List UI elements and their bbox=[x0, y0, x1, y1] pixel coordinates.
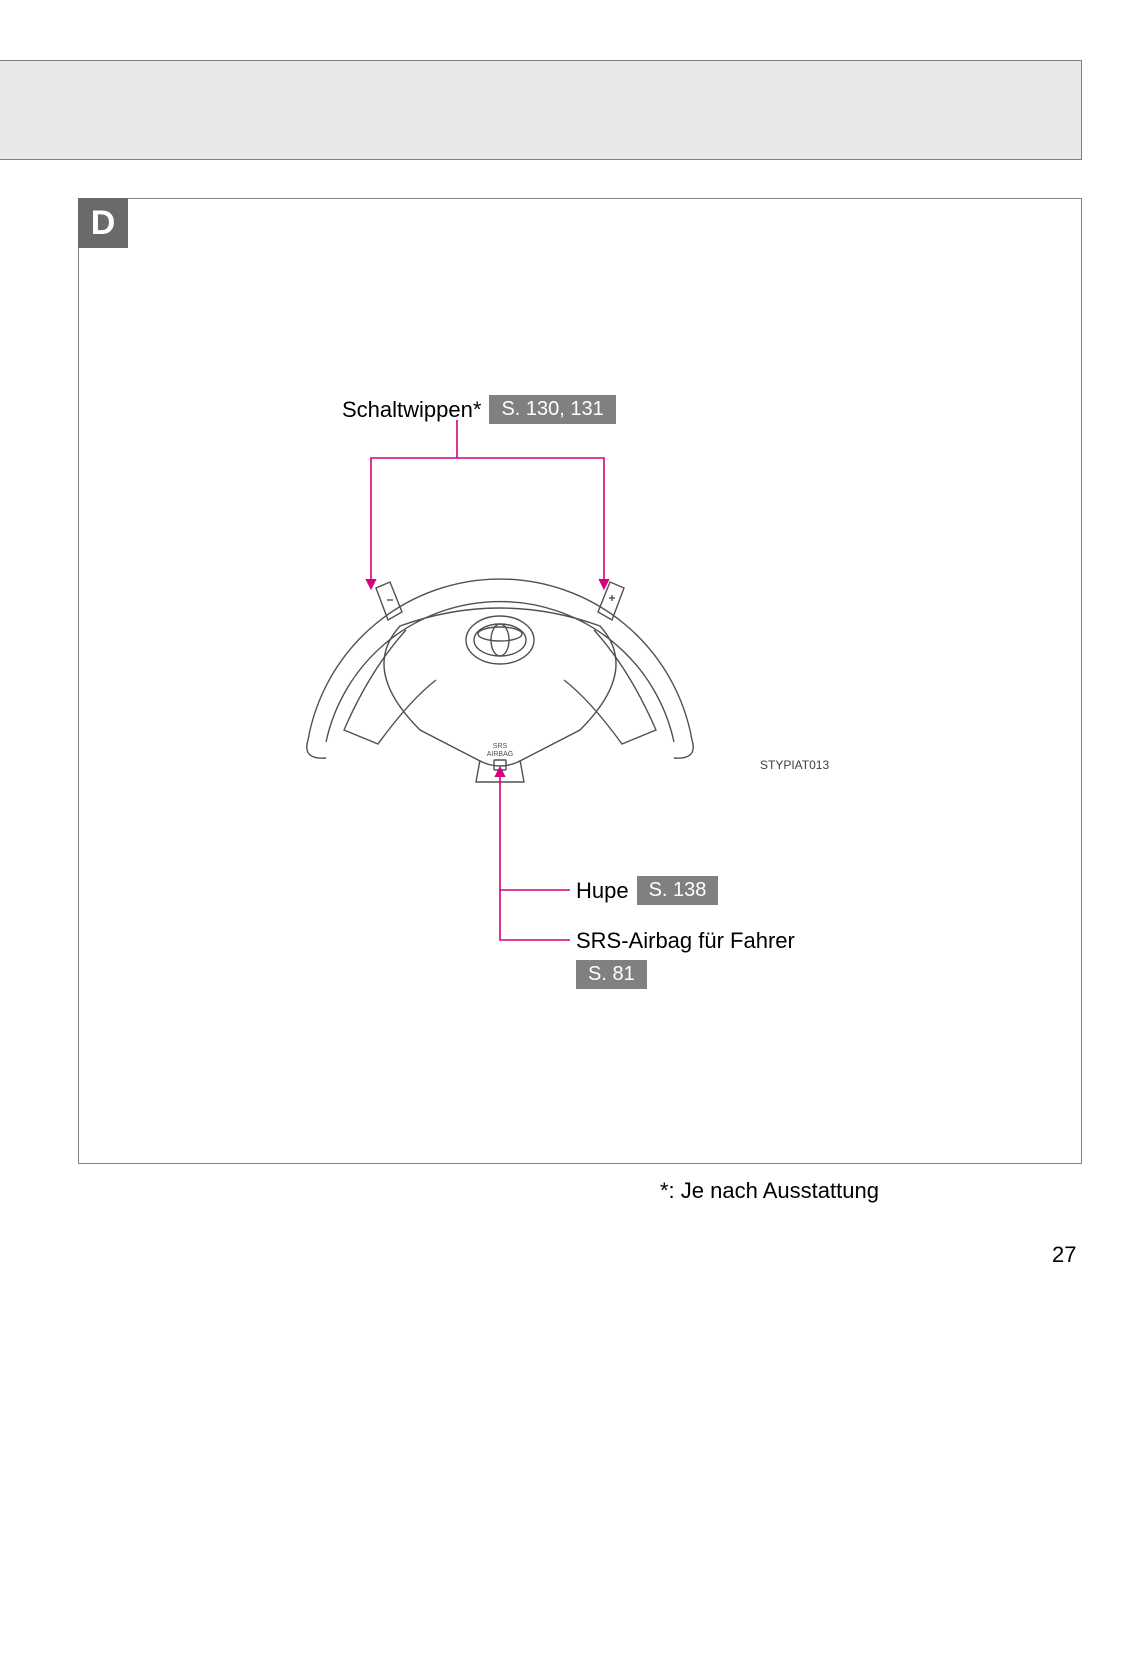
figure-ref-code: STYPIAT013 bbox=[760, 758, 829, 772]
callout-label: SRS-Airbag für Fahrer bbox=[576, 928, 795, 954]
callout-label: Schaltwippen* bbox=[342, 397, 481, 423]
page-ref-tag: S. 81 bbox=[576, 960, 647, 989]
footnote: *: Je nach Ausstattung bbox=[660, 1178, 879, 1204]
page-number: 27 bbox=[1052, 1242, 1076, 1268]
callout-label: Hupe bbox=[576, 878, 629, 904]
steering-wheel-diagram: SRS AIRBAG bbox=[280, 530, 720, 790]
section-badge: D bbox=[78, 198, 128, 248]
page-ref-tag: S. 130, 131 bbox=[489, 395, 615, 424]
svg-text:SRS: SRS bbox=[493, 743, 508, 750]
callout-schaltwippen: Schaltwippen* S. 130, 131 bbox=[342, 395, 616, 424]
page-ref-tag: S. 138 bbox=[637, 876, 719, 905]
section-letter: D bbox=[91, 204, 116, 243]
header-band bbox=[0, 60, 1082, 160]
callout-hupe: Hupe S. 138 bbox=[576, 876, 718, 905]
svg-text:AIRBAG: AIRBAG bbox=[487, 751, 513, 758]
callout-srs-airbag-ref: S. 81 bbox=[576, 960, 647, 989]
callout-srs-airbag: SRS-Airbag für Fahrer bbox=[576, 928, 795, 954]
